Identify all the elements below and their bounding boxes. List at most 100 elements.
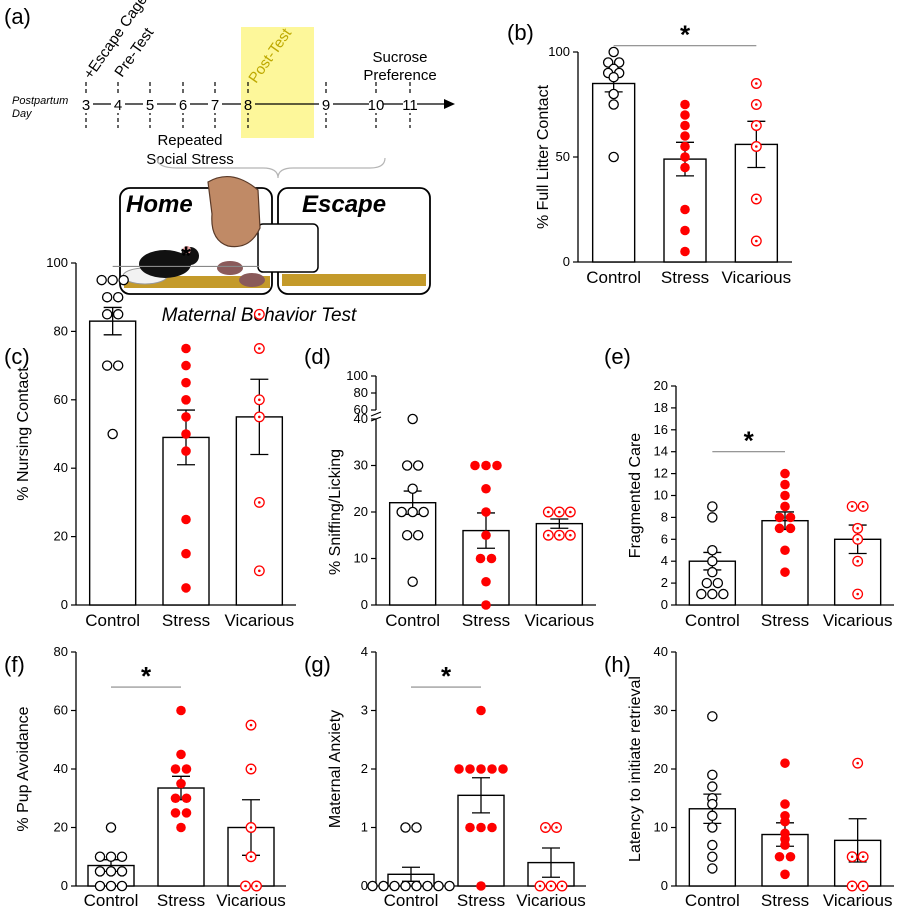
point-control [407, 483, 418, 494]
category-label-vicarious: Vicarious [722, 268, 792, 287]
point-vicarious-dot [558, 533, 561, 537]
point-stress [181, 514, 191, 525]
stage-bracket [156, 157, 386, 179]
y-tick-label: 40 [354, 411, 368, 426]
maternal-test-cage: Home Escape [119, 175, 431, 295]
point-vicarious-dot [861, 855, 865, 859]
day-label: 10 [368, 97, 385, 114]
point-control [608, 46, 619, 58]
point-control [105, 866, 117, 877]
panel-label-b: (b) [507, 20, 534, 45]
point-stress [170, 764, 181, 774]
point-stress [481, 460, 491, 471]
point-stress [176, 705, 186, 716]
point-control [116, 851, 128, 863]
point-control [101, 360, 113, 371]
bar-control [88, 320, 137, 606]
axis-label-postpartum: Postpartum [12, 95, 68, 107]
point-stress [785, 512, 796, 523]
category-label-control: Control [385, 611, 440, 630]
point-vicarious-dot [258, 313, 261, 316]
point-control [707, 798, 718, 810]
point-control [707, 555, 718, 567]
point-vicarious-dot [255, 884, 258, 888]
point-control [707, 711, 718, 722]
day-label: 4 [114, 97, 122, 114]
y-tick-label-upper: 100 [346, 368, 368, 383]
y-tick-label: 4 [361, 644, 368, 659]
point-control [707, 822, 718, 833]
significance-star: * [680, 20, 691, 50]
point-stress [476, 881, 486, 891]
point-control [608, 151, 619, 163]
point-stress [481, 530, 491, 541]
point-stress [498, 764, 508, 774]
point-stress [780, 816, 790, 827]
panel-label-g: (g) [304, 652, 331, 677]
point-stress [481, 576, 491, 587]
chart-full-litter-contact: (b) 0 50 100 % Full Litter Contact Control Str… [507, 20, 792, 287]
point-control [107, 274, 118, 286]
pup-icon [217, 261, 243, 275]
point-stress [181, 412, 191, 422]
category-label-stress: Stress [661, 268, 709, 287]
chart-fragmented-care: (e) 0 2 4 6 8 10 12 14 16 18 20 Fragmented Care Contr… [604, 344, 894, 630]
point-vicarious-dot [755, 103, 758, 106]
significance-star: * [441, 661, 452, 691]
y-tick-label: 6 [661, 531, 668, 546]
point-control [707, 545, 718, 556]
point-stress [486, 553, 497, 564]
day-label: 5 [146, 97, 154, 114]
significance-star: * [744, 426, 755, 456]
point-control [407, 413, 418, 425]
y-tick-label: 60 [54, 392, 68, 407]
point-vicarious-dot [544, 826, 547, 829]
y-tick-label: 0 [661, 597, 668, 612]
bar-stress [761, 519, 809, 606]
y-tick-label: 10 [654, 488, 668, 503]
category-label-vicarious: Vicarious [216, 891, 286, 910]
y-tick-label: 14 [654, 444, 668, 459]
category-label-control: Control [586, 268, 641, 287]
category-label-stress: Stress [162, 611, 210, 630]
point-vicarious-dot [856, 559, 859, 563]
point-vicarious-dot [558, 510, 561, 514]
point-control [701, 577, 713, 589]
point-control [608, 99, 619, 110]
pup-icon [239, 273, 265, 287]
y-axis-label: Latency to initiate retrieval [627, 676, 644, 862]
point-control [105, 851, 117, 863]
y-tick-label: 20 [654, 761, 668, 776]
point-vicarious-dot [861, 505, 865, 508]
point-stress [181, 793, 192, 804]
panel-label-a: (a) [4, 4, 31, 29]
point-control [418, 506, 429, 518]
point-stress [780, 501, 790, 512]
point-stress [181, 429, 191, 439]
y-tick-label: 10 [354, 551, 368, 566]
point-vicarious-dot [258, 501, 261, 504]
y-tick-label: 40 [54, 460, 68, 475]
point-stress [785, 523, 796, 534]
point-control [707, 588, 718, 600]
point-vicarious-dot [755, 197, 758, 201]
y-tick-label: 80 [54, 644, 68, 659]
y-tick-label: 40 [654, 644, 668, 659]
point-vicarious-dot [249, 723, 253, 727]
point-vicarious-dot [569, 510, 572, 514]
point-stress [181, 764, 192, 774]
point-stress [680, 131, 690, 141]
y-tick-label-upper: 60 [354, 402, 368, 417]
point-control [118, 274, 129, 286]
point-stress [176, 749, 186, 760]
day-label-bg [111, 95, 125, 113]
category-label-stress: Stress [761, 611, 809, 630]
y-tick-label: 20 [654, 378, 668, 393]
point-stress [680, 120, 690, 131]
dam-mouse-icon [139, 250, 191, 278]
y-axis-label: % Pup Avoidance [15, 706, 32, 831]
day-label-bg [241, 95, 255, 113]
panel-label-d: (d) [304, 344, 331, 369]
escape-bedding [282, 274, 426, 286]
point-control [407, 506, 418, 518]
